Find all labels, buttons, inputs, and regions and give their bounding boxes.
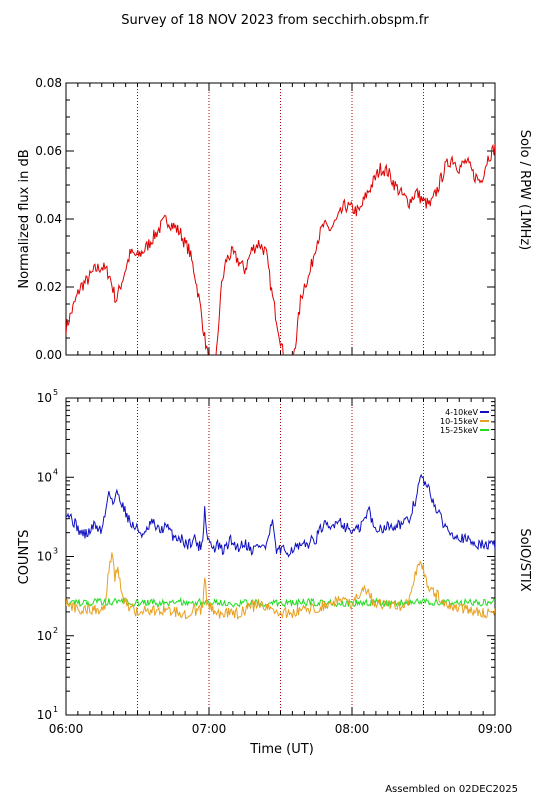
legend-label-1: 10-15keV xyxy=(440,417,479,426)
stix-series-line-10-15keV xyxy=(66,552,495,620)
x-tick-label-1: 07:00 xyxy=(192,722,227,736)
stix-y-tick-label-2: 10 xyxy=(37,550,52,564)
stix-x-axis: 06:00 07:00 08:00 09:00 xyxy=(49,398,513,736)
x-tick-label-3: 09:00 xyxy=(478,722,513,736)
stix-y-tick-label-3: 10 xyxy=(37,470,52,484)
stix-y-tick-exponent-1: 2 xyxy=(53,626,58,635)
rpw-y-tick-label-0: 0.00 xyxy=(35,348,62,362)
stix-dotted-lines xyxy=(137,398,424,715)
stix-y-tick-exponent-0: 1 xyxy=(53,705,58,714)
x-tick-label-0: 06:00 xyxy=(49,722,84,736)
rpw-y-tick-label-3: 0.06 xyxy=(35,144,62,158)
rpw-panel: 0.00 0.02 0.04 0.06 0.08 Normalized flux in … xyxy=(17,76,532,362)
stix-right-label: SolO/STIX xyxy=(517,528,532,591)
rpw-y-axis-label: Normalized flux in dB xyxy=(17,149,32,288)
rpw-y-tick-label-2: 0.04 xyxy=(35,212,62,226)
rpw-x-axis xyxy=(65,83,496,355)
rpw-dotted-lines xyxy=(137,83,424,355)
stix-y-tick-exponent-3: 4 xyxy=(53,467,58,476)
rpw-right-label: Solo / RPW (1MHz) xyxy=(517,130,532,251)
stix-y-tick-label-1: 10 xyxy=(37,629,52,643)
assembled-note: Assembled on 02DEC2025 xyxy=(385,784,518,795)
stix-y-tick-label-4: 10 xyxy=(37,391,52,405)
rpw-y-axis: 0.00 0.02 0.04 0.06 0.08 xyxy=(35,76,495,362)
rpw-series-line xyxy=(66,143,495,355)
stix-series xyxy=(66,473,495,620)
stix-y-tick-exponent-2: 3 xyxy=(53,547,58,556)
stix-plot-frame xyxy=(65,397,496,716)
stix-y-tick-label-0: 10 xyxy=(37,708,52,722)
legend-label-2: 15-25keV xyxy=(440,426,479,435)
figure-title: Survey of 18 NOV 2023 from secchirh.obsp… xyxy=(121,13,429,28)
rpw-y-tick-label-4: 0.08 xyxy=(35,76,62,90)
rpw-y-tick-label-1: 0.02 xyxy=(35,280,62,294)
stix-y-tick-exponent-4: 5 xyxy=(53,388,58,397)
x-axis-label: Time (UT) xyxy=(249,742,314,757)
stix-series-line-4-10keV xyxy=(66,473,495,558)
stix-y-axis-label: COUNTS xyxy=(17,530,32,585)
stix-series-line-15-25keV xyxy=(66,596,495,608)
legend-label-0: 4-10keV xyxy=(445,408,478,417)
rpw-series xyxy=(66,143,495,355)
x-tick-label-2: 08:00 xyxy=(335,722,370,736)
